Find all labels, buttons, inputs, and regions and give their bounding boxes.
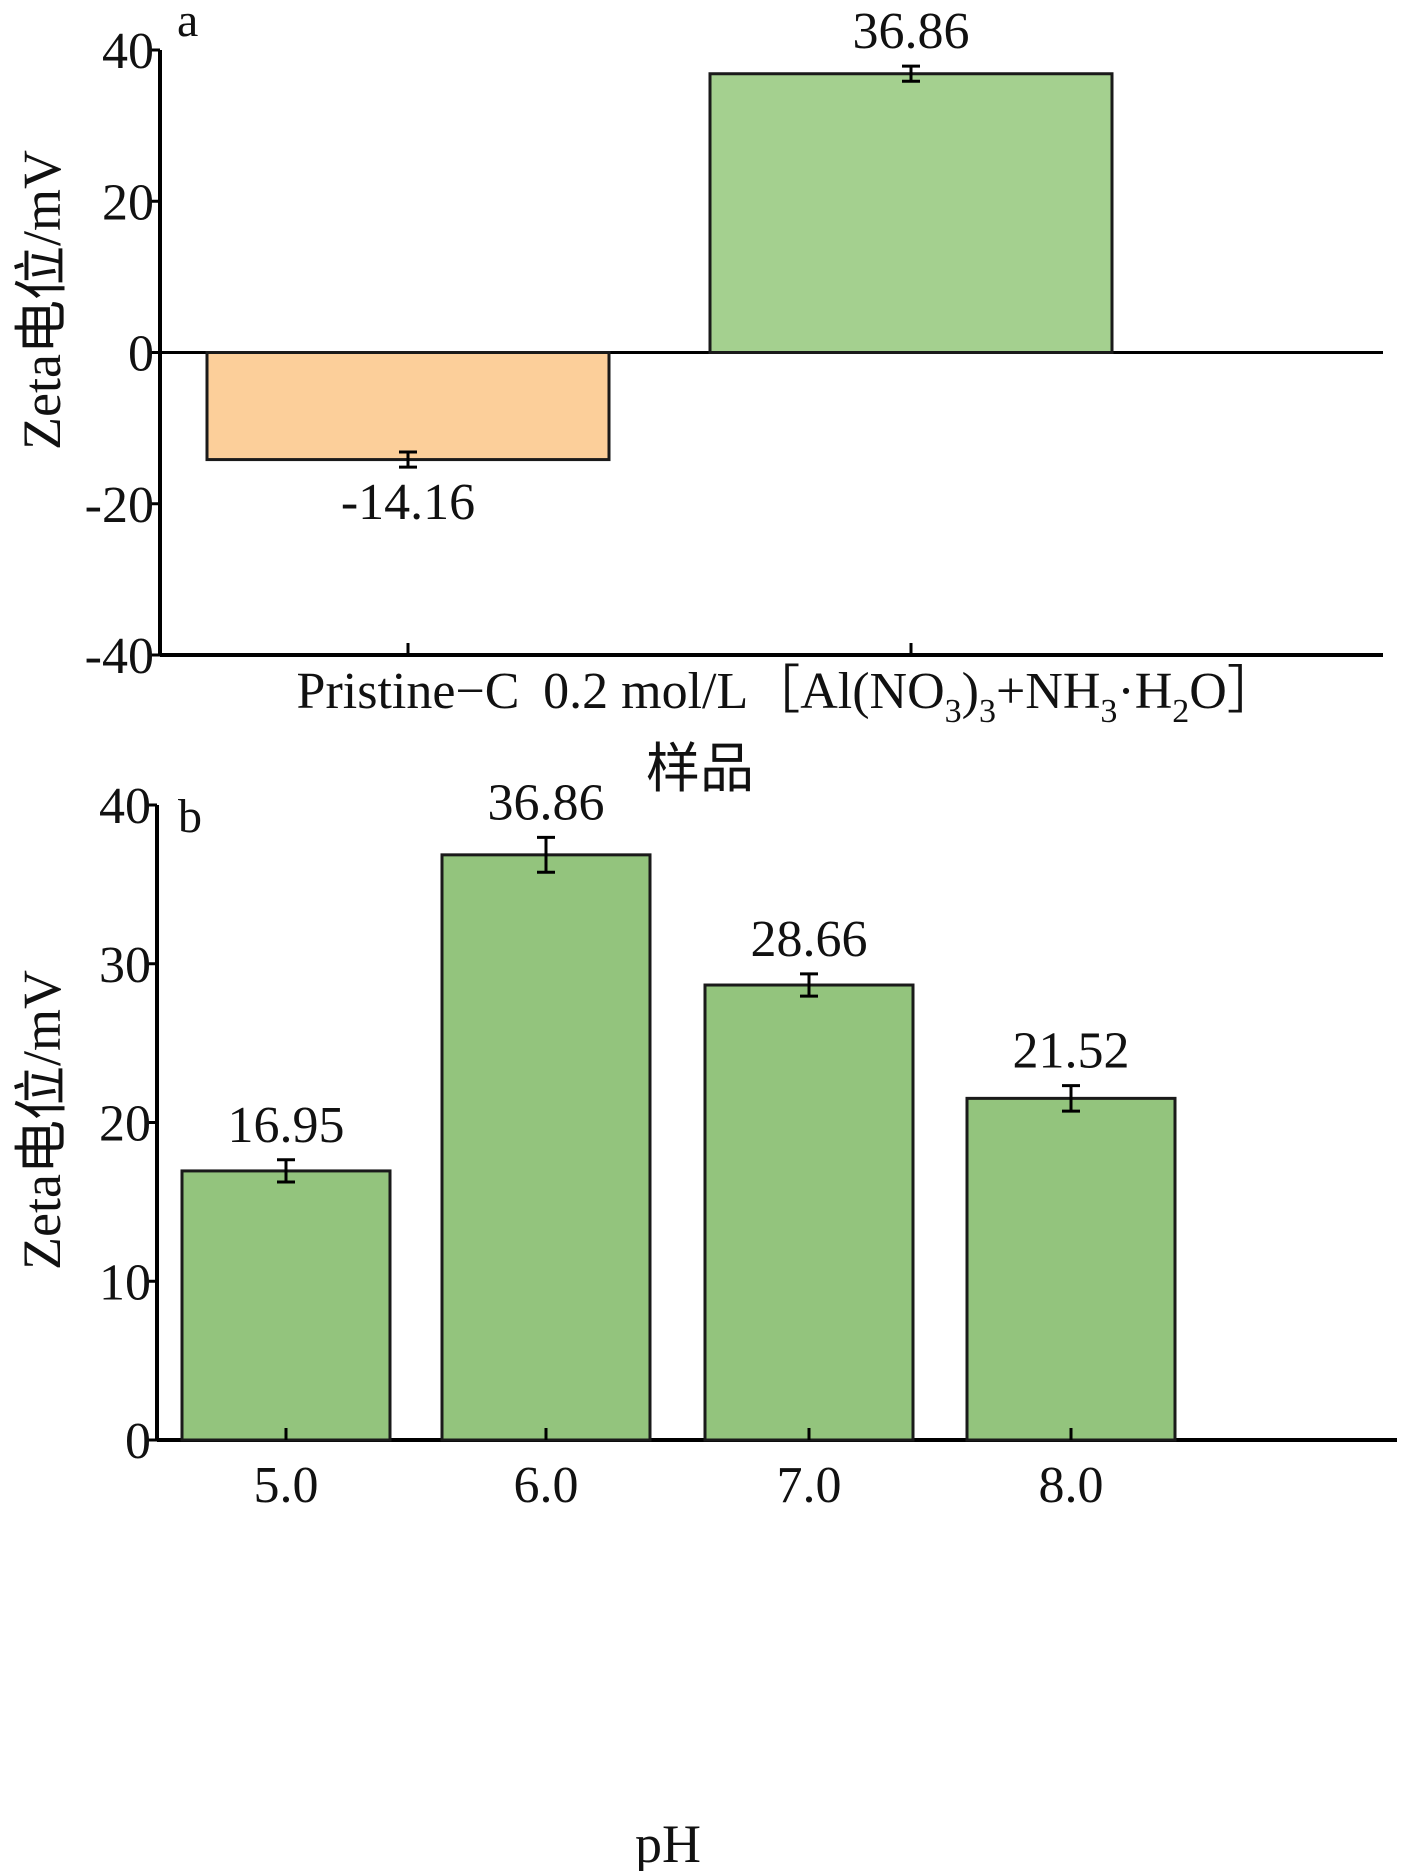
y-tick-label: 10 [99,1254,151,1311]
y-tick-label: -20 [85,477,154,534]
y-tick-label: 20 [102,174,154,231]
bar [965,1096,1177,1442]
y-axis-title: Zeta电位/mV [12,970,72,1270]
data-label: 36.86 [488,774,605,831]
y-axis-title: Zeta电位/mV [12,150,72,450]
x-tick-label-part: 3 [979,693,996,730]
data-label: 16.95 [228,1097,345,1154]
x-tick-label: 5.0 [254,1457,319,1514]
x-tick-label-part: O］ [1189,663,1279,720]
panel-letter: a [177,0,198,47]
y-tick-label: 40 [102,23,154,80]
data-label: -14.16 [341,474,475,531]
data-label: 36.86 [853,3,970,60]
panel-letter: b [178,790,202,843]
chart-panel-a: 40 20 0 -20 -40 -14.16 Pristine−C 36.86 0.2 mol/… [12,0,1383,799]
x-tick-label-part: ) [962,663,979,720]
bar [180,1169,392,1442]
x-tick-label: Pristine−C [297,663,520,720]
bar [703,983,915,1442]
x-tick-label: 6.0 [514,1457,579,1514]
y-tick-label: 0 [128,326,154,383]
x-tick-label-part: +NH [996,663,1100,720]
x-tick-label: 0.2 mol/L［Al(NO3)3+NH3·H2O］ [543,663,1279,730]
data-label: 21.52 [1013,1023,1130,1080]
x-tick-label-part: 3 [945,693,962,730]
bar [205,351,611,462]
y-tick-label: 0 [125,1413,151,1470]
x-tick-label-part: ·H [1117,663,1172,720]
x-tick-label-part: 0.2 mol/L［Al(NO [543,663,945,720]
x-tick-label: 7.0 [777,1457,842,1514]
x-tick-label-part: 2 [1172,693,1189,730]
x-axis-title: pH [635,1814,701,1871]
x-axis-title: 样品 [646,739,754,799]
x-tick-label: 8.0 [1039,1457,1104,1514]
chart-panel-b: 40 30 20 10 0 16.95 5.0 36.86 6.0 28.66 7.0 21.52 8.… [12,774,1397,1871]
data-label: 28.66 [751,911,868,968]
y-tick-label: 30 [99,937,151,994]
y-tick-label: 20 [99,1096,151,1153]
y-tick-label: -40 [85,628,154,685]
bar [440,853,652,1442]
bar [708,72,1114,354]
y-tick-label: 40 [99,778,151,835]
x-tick-label-part: 3 [1100,693,1117,730]
